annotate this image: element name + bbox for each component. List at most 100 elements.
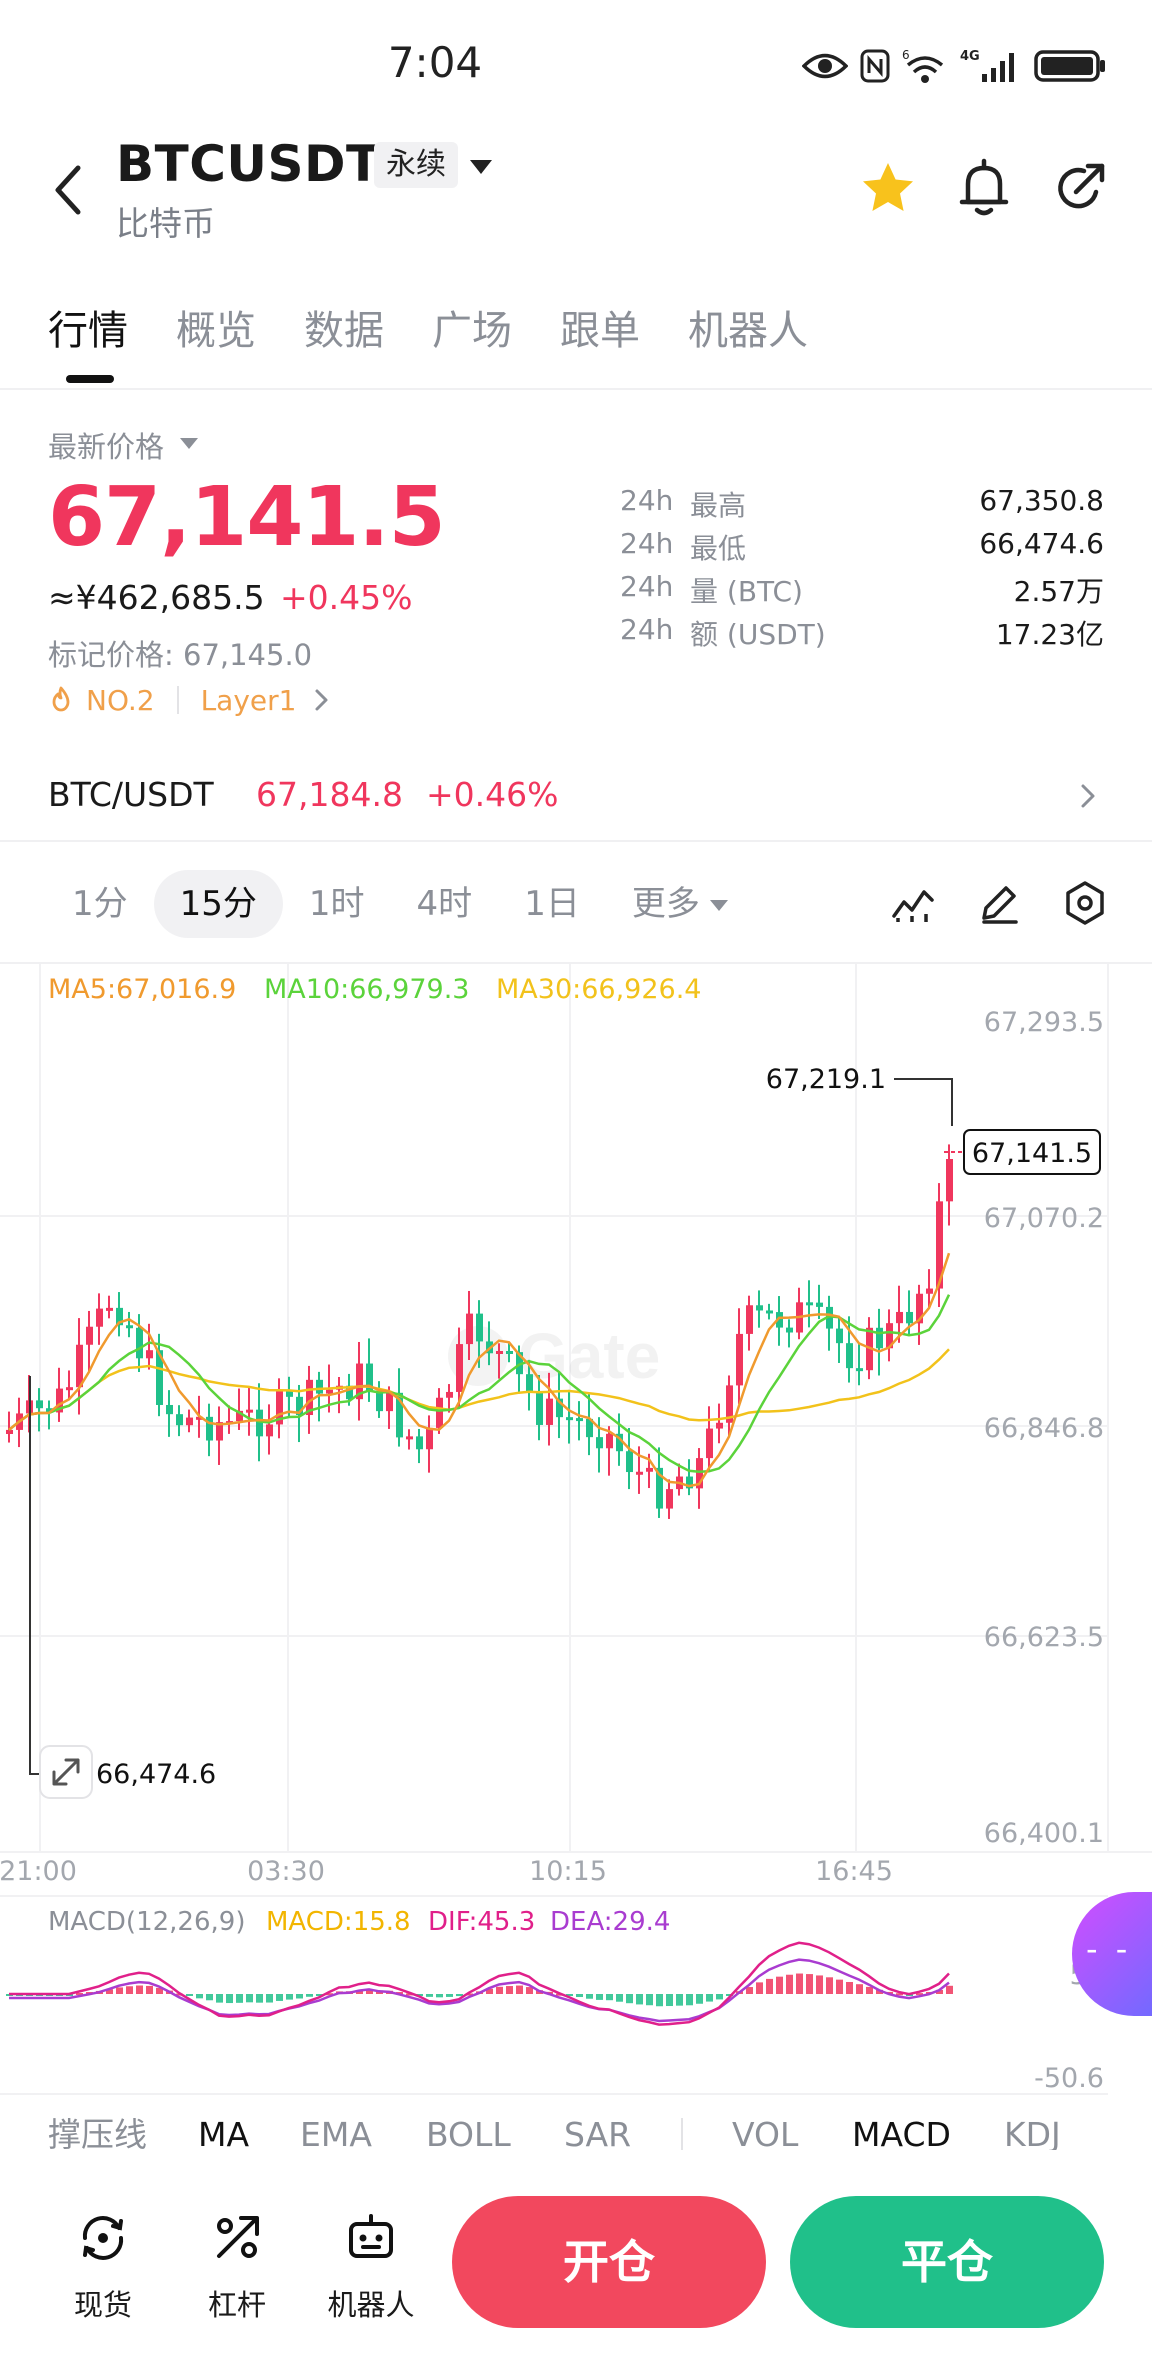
macd-bar: [946, 1985, 953, 1994]
expand-chart-button[interactable]: [39, 1745, 93, 1799]
interval-more[interactable]: 更多: [606, 870, 754, 938]
macd-bar: [196, 1994, 203, 1999]
candle-body: [316, 1379, 323, 1394]
candle-body: [646, 1467, 653, 1472]
nav-robot[interactable]: 机器人: [316, 2210, 426, 2324]
indicator-tab[interactable]: EMA: [300, 2115, 372, 2150]
tab-square[interactable]: 广场: [432, 308, 512, 354]
last-price: 67,141.5: [48, 470, 446, 565]
macd-bar: [626, 1994, 633, 2004]
favorite-star-icon[interactable]: [858, 158, 918, 218]
macd-bar: [446, 1994, 453, 1997]
indicator-icon[interactable]: [890, 880, 936, 926]
macd-bar: [776, 1976, 783, 1994]
macd-bar: [286, 1994, 293, 2000]
macd-bar: [216, 1994, 223, 2003]
macd-bar: [266, 1994, 273, 2003]
macd-bar: [756, 1982, 763, 1994]
candle-body: [366, 1363, 373, 1391]
chevron-right-icon[interactable]: [1074, 780, 1102, 812]
candle-body: [196, 1416, 203, 1420]
candle-body: [356, 1363, 363, 1400]
nav-leverage[interactable]: 杠杆: [182, 2210, 292, 2324]
rank-row[interactable]: NO.2 Layer1: [48, 680, 332, 720]
candle-body: [186, 1417, 193, 1426]
settings-icon[interactable]: [1062, 880, 1108, 926]
macd-bar: [526, 1987, 533, 1994]
tab-bots[interactable]: 机器人: [688, 308, 808, 354]
candle-body: [206, 1416, 213, 1441]
candle-body: [466, 1313, 473, 1345]
macd-bar: [896, 1993, 903, 1996]
macd-bar: [696, 1994, 703, 2004]
macd-bar: [106, 1989, 113, 1994]
symbol-title[interactable]: BTCUSDT: [116, 135, 381, 193]
active-tab-indicator: [66, 375, 114, 383]
candle-body: [636, 1471, 643, 1475]
divider: [176, 686, 179, 714]
candle-body: [826, 1306, 833, 1329]
interval-1d[interactable]: 1日: [524, 884, 580, 924]
stat-period: 24h: [620, 613, 674, 646]
candle-body: [256, 1409, 263, 1437]
dropdown-caret-icon[interactable]: [470, 160, 492, 174]
candle-body: [236, 1410, 243, 1422]
interval-1h[interactable]: 1时: [308, 884, 365, 924]
contract-type-badge[interactable]: 永续: [374, 142, 458, 188]
stat-period: 24h: [620, 570, 674, 603]
stat-period: 24h: [620, 484, 674, 517]
nav-label: 现货: [73, 2288, 132, 2322]
nav-label: 机器人: [327, 2288, 415, 2322]
indicator-tab[interactable]: VOL: [732, 2115, 799, 2150]
candle-body: [36, 1400, 43, 1409]
macd-bar: [686, 1994, 693, 2006]
ma5-label: MA5:67,016.9: [48, 974, 236, 1005]
candle-body: [686, 1476, 693, 1489]
interval-4h[interactable]: 4时: [416, 884, 473, 924]
draw-pen-icon[interactable]: [976, 880, 1022, 926]
share-icon[interactable]: [1050, 158, 1110, 218]
dea-value-label: DEA:29.4: [550, 1907, 670, 1937]
ma-line: [8, 1252, 951, 1488]
candle-body: [426, 1427, 433, 1450]
macd-bar: [396, 1992, 403, 1995]
macd-bar: [726, 1994, 733, 1996]
nav-spot[interactable]: 现货: [48, 2210, 158, 2324]
tab-overview[interactable]: 概览: [176, 308, 256, 354]
open-position-button[interactable]: 开仓: [452, 2196, 766, 2328]
indicator-tab[interactable]: MA: [198, 2115, 249, 2150]
indicator-tab[interactable]: BOLL: [426, 2115, 511, 2150]
tab-market[interactable]: 行情: [48, 308, 128, 354]
candlestick-chart[interactable]: Gate MA5:67,016.9 MA10:66,979.3 MA30:66,…: [0, 964, 1152, 2114]
bell-icon[interactable]: [954, 156, 1014, 220]
indicator-tab[interactable]: MACD: [852, 2115, 951, 2150]
macd-bar: [856, 1984, 863, 1994]
indicator-tab[interactable]: SAR: [564, 2115, 631, 2150]
candle-body: [156, 1350, 163, 1405]
indicator-tab[interactable]: KDJ: [1004, 2115, 1061, 2150]
macd-bar: [406, 1993, 413, 1996]
candle-body: [726, 1385, 733, 1423]
back-button[interactable]: [44, 160, 94, 220]
interval-15m[interactable]: 15分: [153, 870, 283, 938]
interval-1m[interactable]: 1分: [72, 884, 128, 924]
macd-bar: [76, 1993, 83, 1996]
chat-bubble-text: - -: [1086, 1930, 1132, 1968]
candle-body: [286, 1391, 293, 1397]
candle-body: [566, 1417, 573, 1421]
close-position-button[interactable]: 平仓: [790, 2196, 1104, 2328]
candle-body: [536, 1392, 543, 1425]
tab-data[interactable]: 数据: [304, 308, 384, 354]
svg-text:4G: 4G: [960, 49, 980, 64]
macd-bar: [466, 1993, 473, 1996]
divider: [0, 388, 1152, 390]
y-axis-tick: 66,846.8: [984, 1413, 1104, 1444]
latest-price-label[interactable]: 最新价格: [48, 430, 165, 464]
tab-copy-trading[interactable]: 跟单: [560, 308, 640, 354]
macd-title: MACD(12,26,9): [48, 1907, 245, 1937]
indicator-tab[interactable]: 撑压线: [48, 2115, 147, 2150]
nfc-icon: [860, 49, 890, 83]
latest-price-caret-icon[interactable]: [180, 438, 198, 449]
macd-bar: [826, 1977, 833, 1994]
stat-value-high: 67,350.8: [979, 484, 1104, 517]
